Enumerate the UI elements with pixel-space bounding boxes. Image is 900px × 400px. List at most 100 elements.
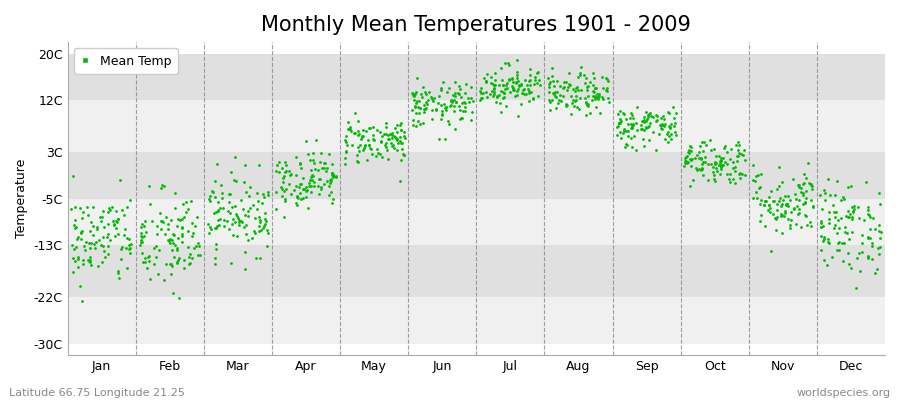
Point <box>816 222 831 229</box>
Point <box>177 265 192 272</box>
Point <box>802 180 816 186</box>
Point <box>662 124 677 130</box>
Point <box>204 188 219 194</box>
Point <box>655 126 670 132</box>
Point <box>859 178 873 185</box>
Point <box>365 132 380 138</box>
Point <box>806 186 820 192</box>
Point <box>842 211 857 217</box>
Point <box>718 143 733 150</box>
Point <box>861 204 876 210</box>
Point <box>624 125 638 132</box>
Point <box>345 142 359 148</box>
Point <box>123 196 138 203</box>
Point <box>394 140 409 146</box>
Point <box>666 123 680 130</box>
Point <box>412 98 427 104</box>
Point <box>788 206 802 212</box>
Point <box>588 94 602 100</box>
Point <box>294 180 309 187</box>
Point <box>341 119 356 125</box>
Point <box>828 222 842 228</box>
Point <box>712 153 726 159</box>
Point <box>488 70 502 77</box>
Point <box>292 180 307 187</box>
Point <box>545 78 560 84</box>
Point <box>75 298 89 304</box>
Point <box>302 151 316 158</box>
Point <box>338 148 353 154</box>
Point <box>523 77 537 84</box>
Point <box>559 101 573 108</box>
Point <box>350 118 365 125</box>
Point <box>613 128 627 135</box>
Point <box>394 146 409 152</box>
Point <box>733 170 747 177</box>
Point <box>349 152 364 158</box>
Text: Latitude 66.75 Longitude 21.25: Latitude 66.75 Longitude 21.25 <box>9 388 184 398</box>
Point <box>625 121 639 128</box>
Point <box>621 133 635 140</box>
Point <box>588 85 602 91</box>
Point <box>68 204 82 210</box>
Point <box>704 147 718 154</box>
Point <box>847 203 861 210</box>
Point <box>865 240 879 247</box>
Point <box>418 105 433 112</box>
Point <box>184 233 199 240</box>
Point <box>121 264 135 271</box>
Point <box>796 201 811 207</box>
Point <box>292 160 307 166</box>
Point <box>479 78 493 84</box>
Point <box>67 222 81 228</box>
Point <box>314 150 328 156</box>
Point <box>457 108 472 115</box>
Point <box>452 90 466 97</box>
Point <box>580 102 595 108</box>
Point <box>162 238 176 245</box>
Point <box>283 172 297 179</box>
Point <box>142 183 157 190</box>
Point <box>342 126 356 132</box>
Point <box>550 89 564 95</box>
Point <box>138 218 152 224</box>
Point <box>845 204 859 210</box>
Point <box>586 92 600 99</box>
Point <box>836 240 850 246</box>
Point <box>770 214 784 220</box>
Point <box>511 86 526 92</box>
Point <box>796 180 810 187</box>
Point <box>90 226 104 232</box>
Point <box>418 106 432 112</box>
Point <box>163 240 177 246</box>
Point <box>706 172 721 178</box>
Point <box>411 110 426 116</box>
Point <box>147 260 161 267</box>
Point <box>318 160 332 167</box>
Point <box>71 254 86 260</box>
Point <box>804 223 818 229</box>
Point <box>134 238 148 245</box>
Point <box>866 215 880 221</box>
Point <box>454 100 469 106</box>
Point <box>587 89 601 96</box>
Point <box>804 181 818 187</box>
Point <box>509 72 524 78</box>
Point <box>854 249 868 256</box>
Point <box>356 127 370 133</box>
Point <box>682 156 697 162</box>
Point <box>405 107 419 113</box>
Point <box>321 183 336 189</box>
Point <box>445 98 459 104</box>
Point <box>137 222 151 229</box>
Point <box>778 210 792 216</box>
Point <box>501 60 516 67</box>
Point <box>571 73 585 80</box>
Point <box>783 209 797 216</box>
Point <box>857 216 871 223</box>
Point <box>133 232 148 239</box>
Point <box>327 172 341 179</box>
Point <box>781 192 796 199</box>
Point <box>490 93 504 99</box>
Point <box>662 133 677 139</box>
